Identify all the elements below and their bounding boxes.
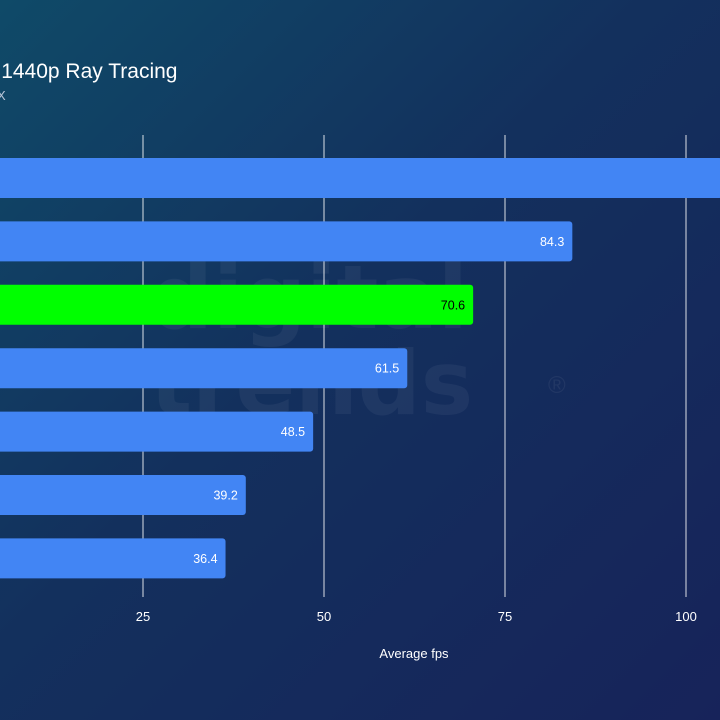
bar-6 bbox=[0, 538, 226, 579]
bar-2 bbox=[0, 284, 474, 325]
chart-title: 77 1440p Ray Tracing bbox=[0, 60, 178, 83]
bar-value-label-4: 48.5 bbox=[281, 425, 305, 439]
bar-value-label-6: 36.4 bbox=[193, 552, 217, 566]
watermark-registered-mark: ® bbox=[548, 372, 566, 399]
bar-value-label-5: 39.2 bbox=[213, 489, 237, 503]
bar-3 bbox=[0, 348, 408, 389]
x-tick-label-50: 50 bbox=[317, 609, 331, 624]
x-tick-label-25: 25 bbox=[136, 609, 150, 624]
bar-0 bbox=[0, 158, 720, 198]
bar-value-label-1: 84.3 bbox=[540, 235, 564, 249]
x-tick-label-100: 100 bbox=[675, 609, 697, 624]
bar-value-label-3: 61.5 bbox=[375, 362, 399, 376]
x-axis-label: Average fps bbox=[379, 646, 449, 661]
bar-5 bbox=[0, 475, 246, 515]
bar-1 bbox=[0, 221, 573, 262]
x-tick-label-75: 75 bbox=[498, 609, 512, 624]
chart-subtitle: X bbox=[0, 88, 6, 103]
bar-value-label-2: 70.6 bbox=[441, 298, 465, 312]
bar-4 bbox=[0, 411, 314, 452]
